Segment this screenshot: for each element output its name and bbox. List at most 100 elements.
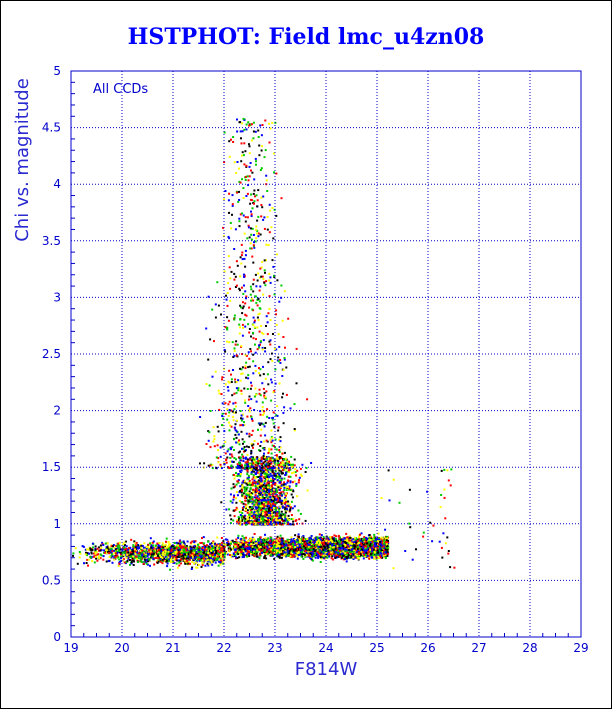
data-point <box>346 551 349 554</box>
data-point <box>297 535 300 538</box>
data-point <box>312 544 315 547</box>
data-point <box>317 554 320 557</box>
data-point <box>342 545 345 548</box>
data-point <box>355 552 358 555</box>
data-point <box>323 549 326 552</box>
data-point <box>265 557 268 560</box>
data-point <box>265 540 268 543</box>
data-point <box>261 549 264 552</box>
data-point <box>290 538 293 541</box>
data-point <box>258 557 261 560</box>
data-point <box>272 553 275 556</box>
data-point <box>322 535 325 538</box>
data-point <box>269 541 272 544</box>
data-point <box>280 537 283 540</box>
data-point <box>243 553 245 556</box>
data-point <box>302 553 305 555</box>
data-point <box>247 555 250 558</box>
data-point <box>370 556 373 559</box>
data-point <box>330 552 333 555</box>
data-point <box>345 557 348 560</box>
data-point <box>305 538 307 541</box>
data-point <box>366 544 369 547</box>
data-point <box>360 545 362 548</box>
data-point <box>238 551 241 554</box>
data-point <box>241 551 244 554</box>
data-point <box>341 538 344 541</box>
data-point <box>281 544 284 547</box>
data-point <box>296 548 299 551</box>
data-point <box>279 534 282 537</box>
data-point <box>334 549 336 552</box>
data-point <box>372 538 375 541</box>
data-point <box>300 553 303 556</box>
data-point <box>282 537 285 540</box>
data-point <box>336 554 339 557</box>
data-point <box>263 556 266 559</box>
data-point <box>255 544 258 547</box>
data-point <box>381 537 384 540</box>
data-point <box>297 543 300 546</box>
data-point <box>367 552 370 555</box>
data-point <box>270 536 272 539</box>
data-point <box>323 547 326 550</box>
data-point <box>342 540 345 543</box>
data-point <box>246 549 249 551</box>
data-point <box>270 548 273 551</box>
data-point <box>237 550 240 553</box>
data-point <box>250 538 253 541</box>
data-point <box>238 556 241 559</box>
data-point <box>312 539 315 541</box>
data-point <box>254 546 257 549</box>
data-point <box>301 540 304 543</box>
data-point <box>345 539 348 542</box>
data-point <box>293 555 296 558</box>
data-point <box>296 537 299 540</box>
data-point <box>262 542 265 545</box>
data-point <box>300 555 303 558</box>
data-point <box>331 536 334 539</box>
data-point <box>331 551 334 554</box>
data-point <box>342 554 345 557</box>
data-point <box>246 541 249 544</box>
data-point <box>243 536 246 539</box>
data-point <box>285 550 288 553</box>
data-point <box>244 548 247 551</box>
data-point <box>254 540 257 543</box>
data-point <box>340 538 343 541</box>
data-point <box>317 546 320 549</box>
data-point <box>312 550 315 553</box>
data-point <box>260 540 263 543</box>
data-point <box>280 547 282 550</box>
data-point <box>383 550 385 553</box>
data-point <box>374 555 377 558</box>
data-point <box>359 533 361 536</box>
data-point <box>360 550 363 553</box>
data-point <box>304 555 307 558</box>
data-point <box>283 553 286 556</box>
data-point <box>310 535 313 537</box>
data-point <box>368 550 371 553</box>
data-point <box>347 555 350 558</box>
data-point <box>329 545 332 548</box>
data-point <box>315 541 317 544</box>
data-point <box>338 537 341 540</box>
data-point <box>331 537 334 540</box>
data-point <box>255 548 257 551</box>
data-point <box>325 535 328 538</box>
data-point <box>364 555 367 558</box>
data-point <box>244 542 247 545</box>
data-point <box>310 549 313 551</box>
data-point <box>374 547 377 550</box>
data-point <box>357 536 360 539</box>
data-point <box>380 554 383 557</box>
data-point <box>262 538 265 541</box>
data-point <box>346 542 349 545</box>
data-point <box>349 547 352 550</box>
data-point <box>347 554 350 557</box>
data-point <box>262 543 265 546</box>
data-point <box>308 547 311 550</box>
data-point <box>384 557 387 560</box>
data-points <box>72 117 456 571</box>
data-point <box>317 553 319 556</box>
